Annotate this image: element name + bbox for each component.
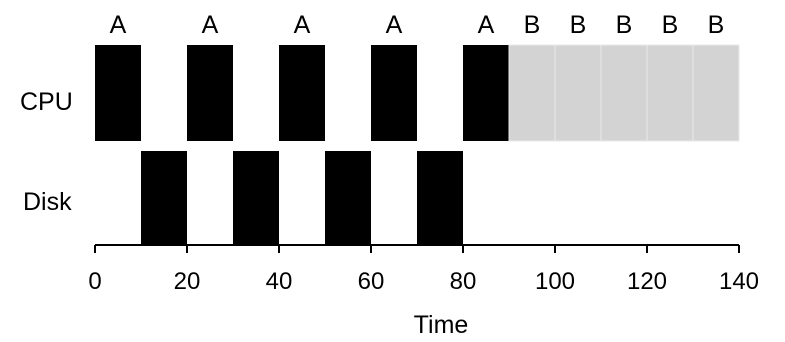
- cpu-segment-b-120: [646, 44, 694, 142]
- task-label-b-100: B: [570, 11, 587, 39]
- x-tick-label-80: 80: [450, 268, 477, 295]
- cpu-segment-b-110: [600, 44, 648, 142]
- x-tick-label-100: 100: [535, 268, 575, 295]
- cpu-row-label: CPU: [20, 88, 73, 116]
- cpu-segment-b-100: [554, 44, 602, 142]
- cpu-segment-b-90: [508, 44, 556, 142]
- x-tick-label-140: 140: [719, 268, 759, 295]
- disk-segment-a-70: [417, 151, 463, 245]
- x-tick-label-40: 40: [266, 268, 293, 295]
- disk-segment-a-50: [325, 151, 371, 245]
- x-tick-label-20: 20: [174, 268, 201, 295]
- x-tick-label-0: 0: [88, 268, 101, 295]
- cpu-segment-a-40: [279, 45, 325, 141]
- task-label-b-130: B: [708, 11, 725, 39]
- x-tick-label-60: 60: [358, 268, 385, 295]
- segments-layer: [95, 44, 740, 245]
- x-axis-title: Time: [414, 311, 469, 339]
- task-label-a-0: A: [110, 11, 127, 39]
- task-label-a-40: A: [294, 11, 311, 39]
- cpu-segment-b-130: [692, 44, 740, 142]
- task-label-b-120: B: [662, 11, 679, 39]
- disk-row-label: Disk: [23, 188, 72, 216]
- task-label-b-110: B: [616, 11, 633, 39]
- x-axis-ticks: 0 20 40 60 80 100 120 140: [88, 245, 759, 295]
- task-label-a-80: A: [478, 11, 495, 39]
- task-label-a-20: A: [202, 11, 219, 39]
- task-label-b-90: B: [524, 11, 541, 39]
- cpu-segment-a-0: [95, 45, 141, 141]
- x-tick-label-120: 120: [627, 268, 667, 295]
- task-label-a-60: A: [386, 11, 403, 39]
- disk-segment-a-10: [141, 151, 187, 245]
- disk-segment-a-30: [233, 151, 279, 245]
- cpu-segment-a-20: [187, 45, 233, 141]
- cpu-segment-a-60: [371, 45, 417, 141]
- cpu-segment-a-80: [463, 45, 509, 141]
